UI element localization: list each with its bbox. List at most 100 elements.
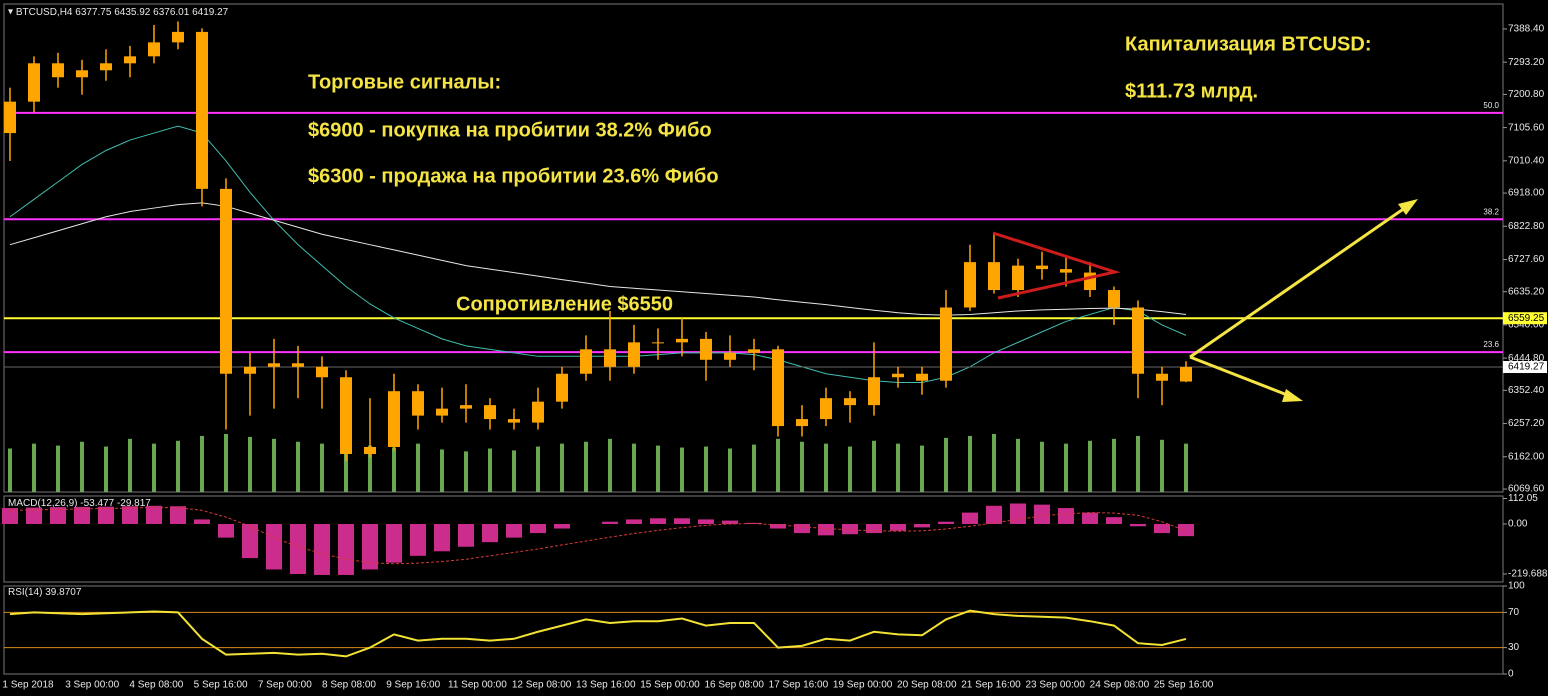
- volume-bar: [368, 445, 372, 492]
- rsi-value: 39.8707: [45, 587, 82, 598]
- annotation: Торговые сигналы:: [308, 71, 501, 93]
- macd-bar: [458, 523, 474, 547]
- candle-body: [196, 31, 208, 189]
- volume-bar: [872, 440, 876, 492]
- volume-bar: [704, 446, 708, 492]
- volume-bar: [728, 448, 732, 492]
- y-tick-label: 7293.20: [1508, 57, 1545, 68]
- candle-body: [148, 42, 160, 57]
- volume-bar: [56, 445, 60, 492]
- macd-bar: [122, 506, 138, 524]
- macd-value: -53.477: [80, 498, 114, 509]
- candle-body: [724, 352, 736, 360]
- annotation: $6300 - продажа на пробитии 23.6% Фибо: [308, 165, 719, 187]
- macd-bar: [842, 523, 858, 535]
- volume-bar: [824, 443, 828, 492]
- candle-body: [580, 349, 592, 374]
- x-tick-label: 25 Sep 16:00: [1154, 680, 1214, 691]
- volume-bar: [104, 446, 108, 492]
- candle-body: [1012, 265, 1024, 291]
- volume-bar: [1136, 435, 1140, 492]
- volume-bar: [152, 443, 156, 492]
- volume-bar: [200, 435, 204, 492]
- candle-body: [868, 377, 880, 406]
- x-tick-label: 17 Sep 16:00: [769, 680, 829, 691]
- volume-bar: [632, 443, 636, 492]
- volume-bar: [608, 438, 612, 492]
- volume-bar: [1016, 438, 1020, 492]
- y-tick-label: 6069.60: [1508, 484, 1545, 495]
- candle-body: [988, 262, 1000, 291]
- macd-bar: [338, 523, 354, 575]
- candle-body: [508, 419, 520, 423]
- candle-body: [844, 398, 856, 406]
- volume-bar: [896, 443, 900, 492]
- macd-bar: [602, 521, 618, 524]
- level-label: 50.0: [1483, 101, 1499, 110]
- y-tick-label: 30: [1508, 642, 1520, 653]
- candle-body: [244, 366, 256, 374]
- candle-body: [364, 447, 376, 454]
- candle-body: [124, 56, 136, 64]
- volume-bar: [1064, 443, 1068, 492]
- y-tick-label: 0.00: [1508, 519, 1528, 530]
- high: 6435.92: [114, 7, 151, 18]
- y-tick-label: 6540.00: [1508, 320, 1545, 331]
- candle-body: [460, 405, 472, 409]
- macd-bar: [938, 521, 954, 524]
- y-tick-label: -219.688: [1508, 569, 1548, 580]
- macd-bar: [818, 523, 834, 536]
- price-box-label: 6559.25: [1508, 313, 1545, 324]
- macd-bar: [986, 505, 1002, 524]
- macd-bar: [74, 506, 90, 524]
- x-tick-label: 11 Sep 00:00: [448, 680, 507, 691]
- rsi-header: RSI(14) 39.8707: [8, 587, 82, 598]
- volume-bar: [344, 437, 348, 492]
- candle-body: [916, 373, 928, 381]
- price-box: [1503, 361, 1547, 374]
- annotation: Сопротивление $6550: [456, 293, 673, 315]
- macd-bar: [362, 523, 378, 570]
- candle-body: [772, 349, 784, 427]
- rsi-title: RSI(14): [8, 587, 42, 598]
- candle-body: [1132, 307, 1144, 374]
- plot: 7388.40 7293.20 7200.80 7105.60 7010.40 6918.…: [2, 21, 1548, 691]
- y-tick-label: 6918.00: [1508, 188, 1545, 199]
- macd-bar: [722, 520, 738, 524]
- macd-bar: [146, 505, 162, 524]
- macd-bar: [554, 523, 570, 529]
- volume-bar: [32, 443, 36, 492]
- x-tick-label: 12 Sep 08:00: [512, 680, 572, 691]
- volume-bar: [848, 446, 852, 492]
- macd-bar: [626, 519, 642, 524]
- candle-body: [28, 63, 40, 102]
- y-tick-label: 0: [1508, 669, 1514, 680]
- macd-bar: [890, 523, 906, 531]
- macd-bar: [1106, 517, 1122, 524]
- symbol: BTCUSD,H4: [16, 7, 73, 18]
- volume-bar: [248, 436, 252, 492]
- annotation: $6900 - покупка на пробитии 38.2% Фибо: [308, 119, 712, 141]
- volume-bar: [800, 441, 804, 492]
- macd-bar: [98, 506, 114, 524]
- y-tick-label: 7388.40: [1508, 24, 1545, 35]
- x-tick-label: 3 Sep 00:00: [65, 680, 119, 691]
- candle-body: [100, 63, 112, 71]
- macd-bar: [698, 519, 714, 524]
- volume-bar: [968, 435, 972, 492]
- price-box: [1503, 312, 1547, 325]
- y-tick-label: 6444.80: [1508, 353, 1545, 364]
- candle-body: [892, 373, 904, 378]
- rsi-line: [9, 609, 1187, 658]
- volume-bar: [224, 434, 228, 492]
- x-tick-label: 8 Sep 08:00: [322, 680, 376, 691]
- y-tick-label: 6822.80: [1508, 221, 1545, 232]
- volume-bar: [512, 450, 516, 492]
- candle-body: [940, 307, 952, 381]
- candle-body: [1060, 269, 1072, 273]
- macd-bar: [266, 523, 282, 570]
- macd-bar: [314, 523, 330, 575]
- volume-bar: [488, 448, 492, 492]
- x-tick-label: 21 Sep 16:00: [961, 680, 1021, 691]
